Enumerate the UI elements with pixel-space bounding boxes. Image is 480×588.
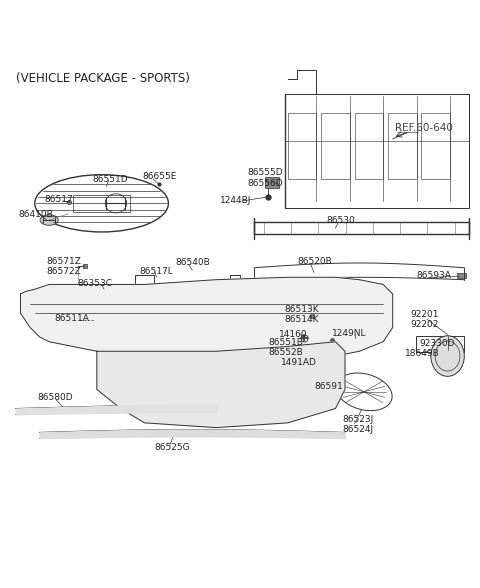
Text: 18649B: 18649B (405, 349, 439, 358)
Text: (VEHICLE PACKAGE - SPORTS): (VEHICLE PACKAGE - SPORTS) (16, 72, 190, 85)
Polygon shape (21, 278, 393, 361)
Text: REF.60-640: REF.60-640 (395, 123, 453, 133)
Text: 86580D: 86580D (37, 393, 73, 402)
Bar (73, 195, 130, 212)
Bar (421, 113, 450, 179)
FancyBboxPatch shape (265, 177, 279, 188)
Text: 86517L: 86517L (140, 266, 174, 276)
Bar (321, 113, 350, 179)
Text: 86410B: 86410B (18, 210, 53, 219)
Ellipse shape (431, 336, 464, 376)
Bar (355, 113, 383, 179)
Text: 14160: 14160 (279, 330, 308, 339)
Text: 1491AD: 1491AD (281, 358, 317, 367)
Text: 86555D
86556D: 86555D 86556D (247, 168, 283, 188)
Text: 86353C: 86353C (78, 279, 113, 288)
Text: 86511A: 86511A (54, 315, 89, 323)
Text: 86593A: 86593A (417, 272, 452, 280)
Text: 86530: 86530 (326, 216, 355, 225)
Text: 86517: 86517 (44, 195, 73, 205)
Polygon shape (92, 285, 240, 332)
Text: 1249NL: 1249NL (332, 329, 367, 338)
Text: 86525G: 86525G (154, 443, 190, 452)
Bar (288, 113, 316, 179)
Ellipse shape (40, 215, 58, 225)
Bar (388, 113, 417, 179)
Text: 86520B: 86520B (297, 257, 332, 266)
Text: 86513K
86514K: 86513K 86514K (284, 305, 319, 324)
Text: 86523J
86524J: 86523J 86524J (343, 415, 374, 434)
Text: 86540B: 86540B (176, 258, 210, 266)
Text: 1244BJ: 1244BJ (220, 196, 252, 205)
Text: 92330D: 92330D (419, 339, 455, 348)
Text: 86591: 86591 (314, 382, 343, 390)
Text: 92201
92202: 92201 92202 (411, 310, 439, 329)
Text: 86571Z
86572Z: 86571Z 86572Z (47, 256, 82, 276)
Text: 86551D: 86551D (92, 175, 128, 184)
Bar (457, 273, 466, 278)
Polygon shape (97, 342, 345, 427)
Text: 86655E: 86655E (142, 172, 177, 181)
Text: 86551B
86552B: 86551B 86552B (269, 338, 303, 357)
